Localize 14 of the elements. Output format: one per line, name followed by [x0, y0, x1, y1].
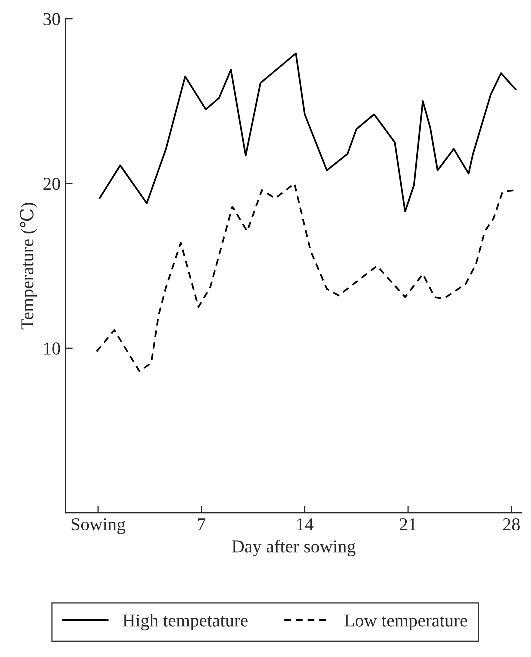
- line-series: [96, 182, 517, 372]
- line-series: [98, 52, 517, 213]
- y-axis-title: Temperature (℃): [20, 203, 38, 330]
- x-tick-label: Sowing: [72, 518, 126, 534]
- y-tick-label: 10: [44, 342, 60, 355]
- legend-label: Low temperature: [344, 614, 468, 631]
- x-tick-label: 14: [298, 518, 314, 531]
- y-tick-label: 20: [44, 178, 60, 190]
- x-tick-label: 7: [198, 518, 206, 531]
- y-tick-label: 30: [44, 13, 60, 26]
- x-axis-title: Day after sowing: [232, 540, 356, 557]
- x-tick-label: 28: [503, 518, 520, 531]
- x-tick-label: 21: [400, 518, 416, 531]
- legend-label: High tempetature: [123, 614, 248, 631]
